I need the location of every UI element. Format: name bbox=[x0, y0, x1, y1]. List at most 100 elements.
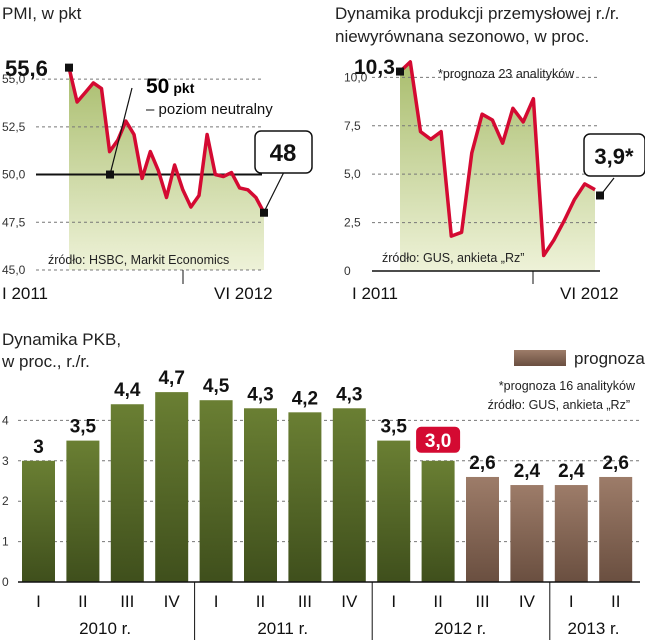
production-first-value: 10,3 bbox=[354, 56, 395, 79]
pmi-x-start: I 2011 bbox=[2, 284, 48, 303]
gdp-subtitle: w proc., r./r. bbox=[1, 352, 90, 371]
gdp-bar bbox=[599, 476, 633, 582]
gdp-quarter-label: I bbox=[214, 592, 219, 611]
production-line bbox=[398, 60, 596, 258]
gdp-ytick-label: 0 bbox=[2, 575, 9, 589]
pmi-ytick-label: 50,0 bbox=[2, 168, 26, 182]
prod-ytick-label: 10,0 bbox=[344, 70, 368, 84]
gdp-note: *prognoza 16 analityków bbox=[499, 379, 636, 393]
gdp-bar bbox=[199, 400, 233, 582]
gdp-bars: 3 3,5 4,4 4,7 4,5 4,3 4,2 4,3 3,5 3,0 2,6 2,4 2,4 2,6 bbox=[22, 368, 633, 582]
gdp-quarter-label: IV bbox=[341, 592, 358, 611]
gdp-year-label: 2010 r. bbox=[79, 619, 131, 638]
production-last-leader bbox=[599, 177, 615, 197]
gdp-year-label: 2012 r. bbox=[434, 619, 486, 638]
gdp-bar bbox=[66, 440, 100, 582]
gdp-bar bbox=[554, 485, 588, 582]
prod-ytick-label: 0 bbox=[344, 264, 351, 278]
production-y-axis: 10,0 7,5 5,0 2,5 0 bbox=[344, 70, 368, 278]
legend-swatch-forecast bbox=[514, 350, 566, 366]
pmi-title: PMI, w pkt bbox=[2, 4, 82, 23]
pmi-reference-text: – poziom neutralny bbox=[146, 101, 273, 118]
gdp-title: Dynamika PKB, bbox=[2, 330, 121, 349]
gdp-bar bbox=[22, 460, 55, 582]
gdp-quarter-label: II bbox=[433, 592, 442, 611]
gdp-bar-label: 2,6 bbox=[469, 453, 495, 474]
pmi-line bbox=[67, 67, 266, 214]
gdp-quarter-label: I bbox=[36, 592, 41, 611]
gdp-quarter-label: IV bbox=[164, 592, 181, 611]
prod-ytick-label: 7,5 bbox=[344, 119, 361, 133]
prod-ytick-label: 2,5 bbox=[344, 216, 361, 230]
pmi-last-callout bbox=[254, 130, 313, 174]
pmi-area bbox=[69, 67, 264, 270]
gdp-bar-label: 3,5 bbox=[380, 417, 407, 438]
pmi-ytick-label: 45,0 bbox=[2, 263, 26, 277]
gdp-quarter-label: III bbox=[475, 592, 489, 611]
gdp-bar-label: 3,0 bbox=[425, 431, 451, 452]
production-note: *prognoza 23 analityków bbox=[438, 67, 575, 81]
pmi-gridlines bbox=[36, 78, 262, 271]
production-last-value: 3,9* bbox=[594, 144, 634, 169]
pmi-first-value: 55,6 bbox=[5, 56, 48, 81]
gdp-bar-label: 4,2 bbox=[292, 388, 318, 409]
pmi-last-value: 48 bbox=[270, 140, 297, 167]
gdp-quarter-label: II bbox=[78, 592, 87, 611]
gdp-bar bbox=[155, 392, 189, 582]
gdp-quarter-label: I bbox=[391, 592, 396, 611]
pmi-last-marker bbox=[260, 208, 268, 217]
gdp-ytick-label: 1 bbox=[2, 535, 9, 549]
gdp-y-axis: 0 1 2 3 4 bbox=[2, 413, 9, 589]
pmi-last-leader bbox=[263, 171, 285, 213]
gdp-bar-label: 2,4 bbox=[558, 461, 585, 482]
gdp-year-label: 2013 r. bbox=[568, 619, 620, 638]
gdp-ytick-label: 2 bbox=[2, 494, 9, 508]
gdp-bar-label: 3 bbox=[33, 437, 44, 458]
gdp-bar-label: 3,5 bbox=[70, 417, 97, 438]
gdp-bar bbox=[244, 408, 277, 582]
production-area bbox=[400, 61, 595, 272]
gdp-quarter-label: III bbox=[298, 592, 312, 611]
production-subtitle: niewyrównana sezonowo, w proc. bbox=[335, 27, 589, 46]
pmi-y-axis: 55,0 52,5 50,0 47,5 45,0 bbox=[2, 72, 26, 277]
pmi-reference-leader bbox=[109, 87, 133, 175]
gdp-bar bbox=[466, 476, 499, 582]
gdp-bar bbox=[377, 440, 411, 582]
gdp-bar bbox=[332, 408, 366, 582]
gdp-quarter-label: IV bbox=[519, 592, 536, 611]
pmi-first-marker bbox=[65, 63, 73, 72]
pmi-ytick-label: 55,0 bbox=[2, 72, 26, 86]
production-last-callout bbox=[583, 133, 645, 177]
gdp-bar bbox=[510, 485, 544, 582]
gdp-bar-label: 2,4 bbox=[514, 461, 541, 482]
production-title: Dynamika produkcji przemysłowej r./r. bbox=[335, 4, 619, 23]
gdp-quarter-label: III bbox=[120, 592, 134, 611]
legend-label-forecast: prognoza bbox=[574, 349, 645, 368]
production-chart: Dynamika produkcji przemysłowej r./r. ni… bbox=[335, 4, 645, 303]
gdp-quarter-label: II bbox=[256, 592, 265, 611]
gdp-bar bbox=[421, 460, 455, 582]
gdp-bar bbox=[288, 412, 322, 582]
production-x-start: I 2011 bbox=[352, 284, 398, 303]
gdp-bar bbox=[110, 404, 144, 582]
production-x-end: VI 2012 bbox=[560, 284, 619, 303]
gdp-year-label: 2011 r. bbox=[257, 619, 308, 638]
gdp-highlight-badge bbox=[416, 426, 461, 453]
pmi-x-end: VI 2012 bbox=[214, 284, 273, 303]
prod-first-marker bbox=[396, 67, 404, 76]
pmi-reference-label: 50 pkt bbox=[146, 75, 195, 98]
gdp-bar-label: 2,6 bbox=[602, 453, 628, 474]
pmi-ytick-label: 47,5 bbox=[2, 215, 26, 229]
gdp-bar-label: 4,3 bbox=[336, 384, 362, 405]
gdp-bar-label: 4,5 bbox=[203, 376, 230, 397]
gdp-quarter-label: II bbox=[611, 592, 620, 611]
gdp-ytick-label: 4 bbox=[2, 413, 9, 427]
gdp-bar-label: 4,4 bbox=[114, 380, 141, 401]
production-source: źródło: GUS, ankieta „Rz” bbox=[382, 251, 524, 265]
pmi-chart: PMI, w pkt 55,0 52,5 50,0 47,5 45,0 źródło: … bbox=[2, 4, 313, 303]
gdp-bar-label: 4,3 bbox=[247, 384, 273, 405]
gdp-quarter-label: I bbox=[569, 592, 574, 611]
pmi-ytick-label: 52,5 bbox=[2, 120, 26, 134]
